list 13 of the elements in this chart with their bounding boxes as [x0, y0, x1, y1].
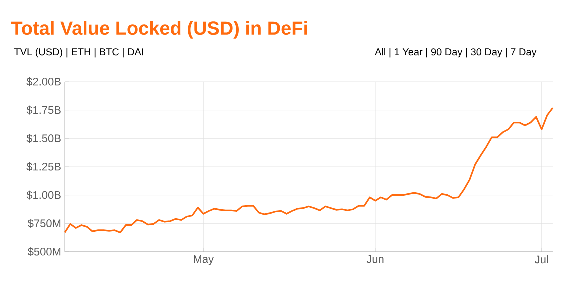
y-tick-label: $1.25B: [26, 162, 61, 172]
x-tick-label: May: [194, 256, 214, 266]
x-tick-label: Jun: [366, 256, 384, 264]
y-tick-label: $500M: [28, 248, 61, 256]
text: TVL (USD) | ETH | BTC | DAI: [14, 48, 144, 58]
y-tick-label: $1.00B: [26, 190, 61, 200]
chart-title: Total Value Locked (USD) in DeFi: [11, 21, 308, 39]
y-tick-label: $750M: [28, 219, 61, 228]
y-tick-label: $2.00B: [26, 78, 61, 86]
text: All | 1 Year | 90 Day | 30 Day | 7 Day: [375, 48, 537, 58]
y-tick-label: $1.75B: [26, 106, 61, 115]
x-tick-label: Jul: [535, 256, 548, 264]
y-tick-label: $1.50B: [26, 134, 61, 144]
